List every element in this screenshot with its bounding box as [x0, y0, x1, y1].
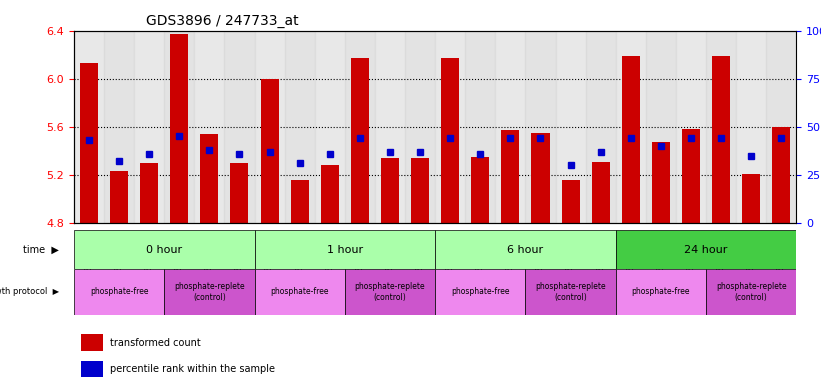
Bar	[224, 31, 255, 223]
Bar	[592, 162, 610, 223]
Text: 6 hour: 6 hour	[507, 245, 544, 255]
Bar	[80, 63, 98, 223]
Bar	[712, 56, 730, 223]
Bar	[291, 180, 309, 223]
Bar	[742, 174, 760, 223]
Text: phosphate-free: phosphate-free	[89, 287, 149, 296]
Bar	[435, 269, 525, 315]
Bar	[81, 361, 103, 377]
Text: phosphate-free: phosphate-free	[451, 287, 510, 296]
Bar	[616, 230, 796, 269]
Bar	[411, 158, 429, 223]
Bar	[345, 269, 435, 315]
Text: transformed count: transformed count	[110, 338, 201, 348]
Bar	[321, 165, 339, 223]
Text: phosphate-replete
(control): phosphate-replete (control)	[535, 282, 606, 301]
Bar	[170, 34, 188, 223]
Bar	[134, 31, 164, 223]
Text: GDS3896 / 247733_at: GDS3896 / 247733_at	[146, 14, 299, 28]
Bar	[616, 269, 706, 315]
Bar	[255, 230, 435, 269]
Bar	[435, 230, 616, 269]
Bar	[140, 163, 158, 223]
Text: growth protocol  ▶: growth protocol ▶	[0, 287, 59, 296]
Bar	[525, 31, 556, 223]
Bar	[74, 230, 255, 269]
Bar	[375, 31, 405, 223]
Bar	[441, 58, 459, 223]
Bar	[255, 31, 285, 223]
Text: 0 hour: 0 hour	[146, 245, 182, 255]
Bar	[531, 133, 549, 223]
Bar	[525, 269, 616, 315]
Bar	[110, 171, 128, 223]
Bar	[706, 31, 736, 223]
Bar	[736, 31, 766, 223]
Bar	[381, 158, 399, 223]
Bar	[435, 31, 466, 223]
Text: 1 hour: 1 hour	[327, 245, 363, 255]
Bar	[652, 142, 670, 223]
Bar	[556, 31, 585, 223]
Bar	[471, 157, 489, 223]
Bar	[621, 56, 640, 223]
Bar	[495, 31, 525, 223]
Text: phosphate-free: phosphate-free	[270, 287, 329, 296]
Bar	[314, 31, 345, 223]
Bar	[585, 31, 616, 223]
Bar	[200, 134, 218, 223]
Bar	[104, 31, 134, 223]
Bar	[231, 163, 249, 223]
Text: phosphate-replete
(control): phosphate-replete (control)	[174, 282, 245, 301]
Bar	[164, 269, 255, 315]
Text: phosphate-free: phosphate-free	[631, 287, 690, 296]
Bar	[682, 129, 700, 223]
Text: percentile rank within the sample: percentile rank within the sample	[110, 364, 275, 374]
Bar	[81, 334, 103, 351]
Bar	[405, 31, 435, 223]
Bar	[706, 269, 796, 315]
Bar	[74, 269, 164, 315]
Bar	[195, 31, 224, 223]
Text: phosphate-replete
(control): phosphate-replete (control)	[716, 282, 787, 301]
Text: 24 hour: 24 hour	[685, 245, 727, 255]
Bar	[616, 31, 646, 223]
Bar	[466, 31, 495, 223]
Bar	[646, 31, 676, 223]
Bar	[74, 31, 104, 223]
Bar	[676, 31, 706, 223]
Bar	[285, 31, 314, 223]
Text: phosphate-replete
(control): phosphate-replete (control)	[355, 282, 425, 301]
Text: time  ▶: time ▶	[23, 245, 59, 255]
Bar	[766, 31, 796, 223]
Bar	[562, 180, 580, 223]
Bar	[260, 79, 278, 223]
Bar	[164, 31, 195, 223]
Bar	[351, 58, 369, 223]
Bar	[255, 269, 345, 315]
Bar	[345, 31, 375, 223]
Bar	[773, 127, 791, 223]
Bar	[502, 130, 520, 223]
